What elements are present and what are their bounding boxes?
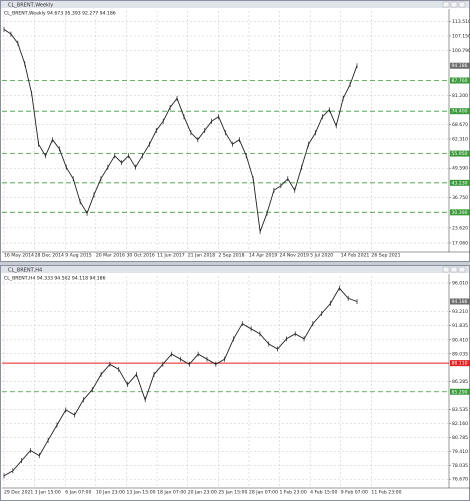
window-max-button[interactable] [450, 266, 458, 273]
x-tick-label: 14 Feb 2021 [341, 253, 370, 259]
x-tick-label: 14 Apr 2019 [249, 253, 277, 259]
y-tick-label: 83.535 [452, 407, 468, 413]
window-close-button[interactable] [458, 1, 466, 8]
title-bar [1, 266, 469, 273]
level-label-box [450, 179, 470, 186]
window-min-button[interactable] [442, 1, 450, 8]
window-min-button[interactable] [442, 266, 450, 273]
x-tick-label: 30 Oct 2016 [126, 253, 154, 259]
chart-window: CL_BRENT,Weekly CL_BRENT,Weekly 94.673 95… [0, 0, 470, 262]
y-tick-label: 23.620 [452, 225, 468, 231]
window-title: CL_BRENT,H4 [8, 267, 42, 273]
last-price-box [450, 298, 470, 305]
x-tick-label: 18 Jan 07:00 [157, 490, 186, 496]
x-tick-label: 29 Dec 2021 [4, 490, 33, 496]
level-label-box [450, 150, 470, 157]
x-tick-label: 6 Jan 07:00 [65, 490, 91, 496]
level-label: 87.760 [452, 78, 468, 84]
x-tick-label: 1 Feb 23:00 [280, 490, 307, 496]
level-label-box [450, 360, 470, 367]
x-tick-label: 9 Aug 2015 [65, 253, 92, 259]
x-tick-label: 26 Sep 2021 [371, 253, 400, 259]
x-tick-label: 20 Jan 23:00 [188, 490, 217, 496]
y-tick-label: 89.035 [452, 351, 468, 357]
window-frame [0, 265, 470, 501]
title-bar [1, 1, 469, 8]
info-line: CL_BRENT,Weekly 94.673 95.393 92.277 94.… [4, 11, 116, 17]
level-label: 85.290 [452, 389, 468, 395]
level-label-box [450, 209, 470, 216]
y-tick-label: 62.310 [452, 136, 468, 142]
last-price-box [450, 62, 470, 69]
chart-window: CL_BRENT,H4 CL_BRENT,H4 94.333 94.562 94.… [0, 265, 470, 501]
x-tick-label: 9 Feb 07:00 [341, 490, 368, 496]
y-tick-label: 86.285 [452, 379, 468, 385]
y-tick-label: 90.410 [452, 337, 468, 343]
x-tick-label: 20 Mar 2016 [96, 253, 125, 259]
y-tick-label: 68.670 [452, 122, 468, 128]
level-label-box [450, 388, 470, 395]
y-tick-label: 100.790 [452, 48, 470, 54]
level-label-box [450, 77, 470, 84]
level-label-box [450, 108, 470, 115]
window-close-button[interactable] [458, 266, 466, 273]
window-title: CL_BRENT,Weekly [8, 2, 53, 8]
y-tick-label: 49.590 [452, 166, 468, 172]
x-tick-label: 25 Jan 15:00 [218, 490, 247, 496]
window-frame [0, 0, 470, 262]
x-tick-label: 4 Feb 15:00 [310, 490, 337, 496]
y-tick-label: 76.670 [452, 477, 468, 483]
level-label: 88.110 [452, 361, 468, 367]
y-tick-label: 82.160 [452, 421, 468, 427]
y-tick-label: 17.060 [452, 240, 468, 246]
y-tick-label: 79.410 [452, 449, 468, 455]
level-label: 43.230 [452, 180, 468, 186]
y-tick-label: 91.835 [452, 323, 468, 329]
y-tick-label: 107.150 [452, 33, 470, 39]
y-tick-label: 80.785 [452, 435, 468, 441]
price-line [3, 29, 358, 232]
x-tick-label: 21 Jan 2018 [188, 253, 216, 259]
last-price-label: 94.186 [452, 299, 468, 305]
window-max-button[interactable] [450, 1, 458, 8]
x-tick-label: 13 Jan 15:00 [126, 490, 155, 496]
y-tick-label: 113.510 [452, 19, 470, 25]
x-tick-label: 16 May 2014 [4, 253, 34, 259]
last-price-label: 94.186 [452, 63, 468, 69]
y-tick-label: 36.750 [452, 195, 468, 201]
level-label: 30.390 [452, 210, 468, 216]
y-tick-label: 96.010 [452, 281, 468, 287]
info-line: CL_BRENT,H4 94.333 94.562 94.118 94.186 [4, 276, 106, 282]
x-tick-label: 28 Jan 07:00 [249, 490, 278, 496]
x-tick-label: 11 Jun 2017 [157, 253, 185, 259]
level-label: 55.950 [452, 151, 468, 157]
x-tick-label: 11 Feb 23:00 [371, 490, 401, 496]
badge-label: 3 [401, 470, 407, 480]
x-tick-label: 10 Jan 23:00 [96, 490, 125, 496]
y-tick-label: 93.210 [452, 309, 468, 315]
x-tick-label: 24 Nov 2019 [280, 253, 309, 259]
x-tick-label: 2 Sep 2018 [218, 253, 244, 259]
y-tick-label: 81.200 [452, 93, 468, 99]
x-tick-label: 5 Jul 2020 [310, 253, 333, 259]
x-tick-label: 28 Dec 2014 [35, 253, 64, 259]
level-label: 74.400 [452, 109, 468, 115]
x-tick-label: 3 Jan 15:00 [35, 490, 61, 496]
y-tick-label: 78.035 [452, 463, 468, 469]
